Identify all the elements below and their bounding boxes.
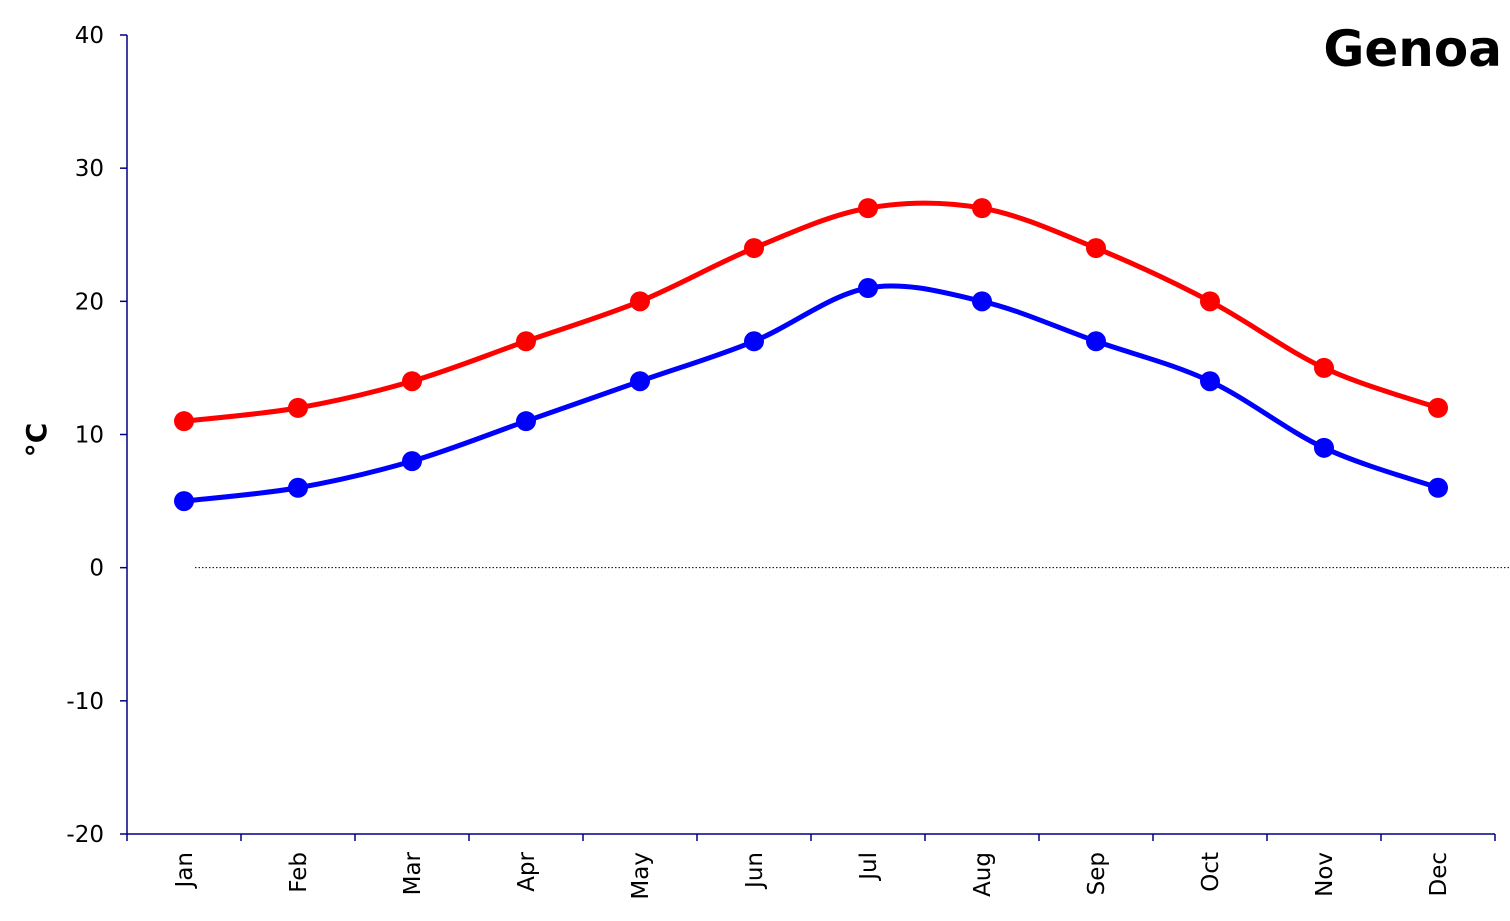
series-1-point (516, 331, 536, 352)
y-axis-label: °C (20, 423, 53, 458)
y-tick-label: -20 (66, 822, 104, 848)
series-group (174, 198, 1448, 512)
series-1-point (630, 291, 650, 312)
x-tick-label: Jul (856, 852, 882, 882)
y-tick-label: 40 (75, 23, 104, 49)
x-tick-label: Oct (1198, 852, 1224, 892)
series-1-point (402, 371, 422, 392)
x-tick-label: Apr (514, 851, 540, 891)
series-1-point (288, 397, 308, 418)
y-tick-label: 30 (75, 156, 104, 182)
series-2-point (288, 477, 308, 498)
series-2-point (174, 491, 194, 512)
x-tick-label: Mar (400, 851, 426, 895)
series-1-point (1200, 291, 1220, 312)
y-tick-label: 10 (75, 423, 104, 449)
x-tick-label: Feb (286, 852, 312, 893)
series-1-point (1086, 238, 1106, 259)
x-tick-label: Sep (1084, 852, 1110, 895)
y-tick-label: -10 (66, 689, 104, 715)
series-1-point (1428, 397, 1448, 418)
series-2-point (972, 291, 992, 312)
x-tick-label: Nov (1312, 852, 1338, 897)
x-tick-label: Jan (172, 852, 198, 889)
y-tick-label: 20 (75, 289, 104, 315)
series-2-point (858, 278, 878, 299)
series-1-point (744, 238, 764, 259)
series-2-point (630, 371, 650, 392)
series-1-point (174, 411, 194, 432)
series-2-point (1086, 331, 1106, 352)
series-2-point (1314, 437, 1334, 458)
series-2-point (516, 411, 536, 432)
series-2-point (1200, 371, 1220, 392)
series-1-point (972, 198, 992, 219)
x-tick-label: May (628, 852, 654, 900)
series-2-point (744, 331, 764, 352)
series-2-point (1428, 477, 1448, 498)
x-tick-label: Aug (970, 852, 996, 897)
tick-labels: -20 -10 0 10 20 30 40 Jan Feb Mar Apr May Jun Jul Aug S… (66, 23, 1452, 900)
series-1-point (1314, 357, 1334, 378)
axes (120, 34, 1496, 841)
series-1-point (858, 198, 878, 219)
x-tick-label: Jun (742, 852, 768, 890)
chart-title: Genoa (1323, 20, 1502, 78)
x-tick-label: Dec (1426, 852, 1452, 897)
series-2-point (402, 451, 422, 472)
y-tick-label: 0 (89, 556, 104, 582)
